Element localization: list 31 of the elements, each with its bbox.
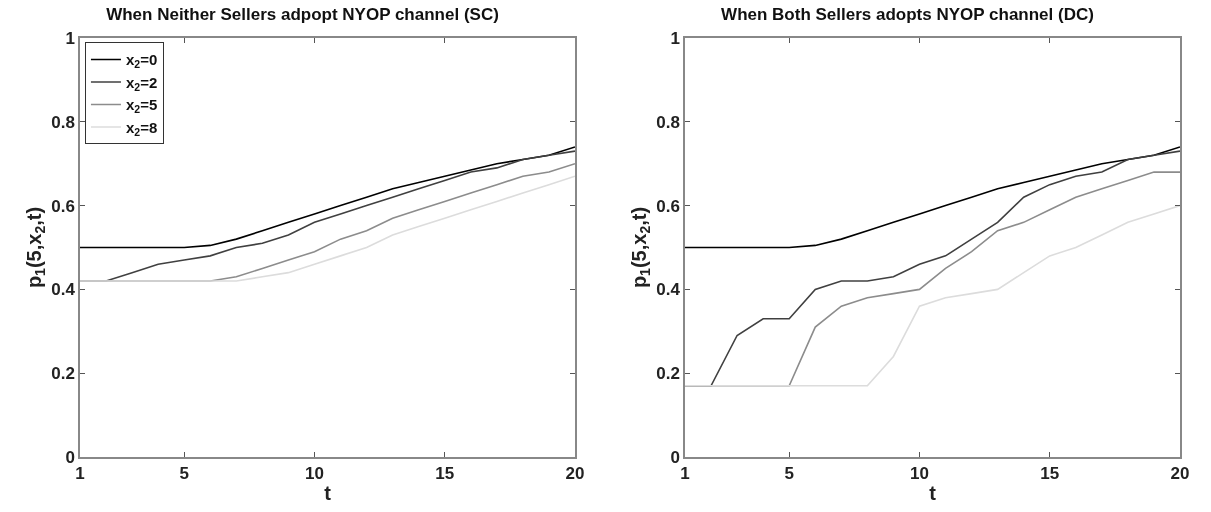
y-tick-label: 0.4	[51, 280, 76, 300]
x-tick-label: 5	[784, 464, 794, 484]
x-tick-label: 20	[1170, 464, 1190, 484]
y-tick-label: 0.2	[51, 364, 75, 384]
y-tick-label: 0	[670, 447, 680, 467]
chart-title: When Neither Sellers adpopt NYOP channel (SC)	[106, 4, 499, 24]
x-tick-label: 15	[435, 464, 455, 484]
legend-label: x$_{2}$=2	[125, 73, 158, 93]
x-tick-label: 15	[1040, 464, 1060, 484]
x-tick-label: 10	[305, 464, 324, 484]
x-axis-title: t	[324, 482, 332, 505]
y-tick-label: 0.8	[51, 112, 75, 132]
y-tick-label: 0.4	[656, 280, 681, 300]
line-series	[685, 146, 1180, 249]
y-tick-label: 1	[670, 28, 680, 48]
chart-title: When Both Sellers adopts NYOP channel (DC)	[721, 4, 1094, 24]
x-tick-label: 5	[179, 464, 189, 484]
legend-label: x$_{2}$=8	[125, 118, 158, 138]
x-tick-label: 20	[565, 464, 585, 484]
y-tick-label: 0	[65, 447, 75, 467]
line-series	[80, 146, 575, 249]
y-tick-label: 0.8	[656, 112, 680, 132]
x-tick-label: 10	[910, 464, 929, 484]
line-series	[685, 204, 1180, 387]
y-tick-label: 0.6	[656, 196, 680, 216]
x-axis-title: t	[929, 482, 937, 505]
legend-label: x$_{2}$=0	[125, 51, 158, 71]
legend-label: x$_{2}$=5	[125, 96, 158, 116]
y-tick-label: 1	[65, 28, 75, 48]
y-tick-label: 0.6	[51, 196, 75, 216]
y-tick-label: 0.2	[656, 364, 680, 384]
